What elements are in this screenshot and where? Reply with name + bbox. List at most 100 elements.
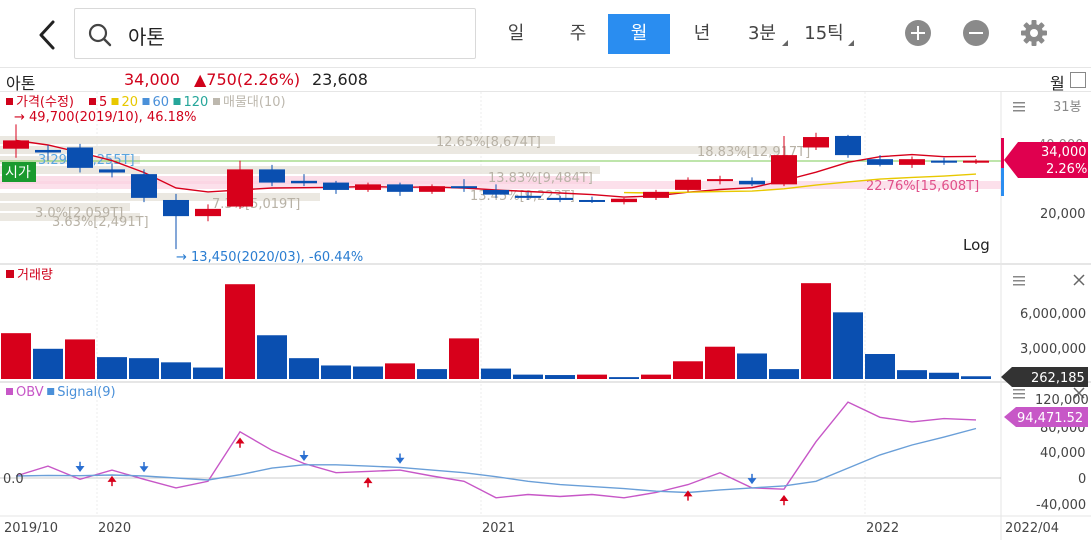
obv-axis-label: 40,000 [1040, 446, 1086, 461]
stock-name-text: 아톤 [128, 25, 165, 49]
top-toolbar: 아톤 일 주 월 년 3분 15틱 [0, 0, 1091, 68]
candle-body [419, 186, 445, 192]
volume-bar [193, 367, 223, 379]
price-panel-menu-icon[interactable] [1013, 102, 1025, 112]
volume-profile-label: 22.76%[15,608T] [866, 179, 979, 194]
volume-bar [513, 374, 543, 379]
current-price-tag [1004, 142, 1088, 178]
log-scale-label[interactable]: Log [963, 236, 990, 254]
volume-bar [161, 362, 191, 379]
candle-body [515, 195, 541, 198]
volume-profile-bar [0, 213, 140, 221]
sell-signal-arrow-icon [747, 473, 757, 485]
volume-bar [801, 283, 831, 379]
sell-signal-arrow-icon [299, 450, 309, 462]
volume-bar [321, 365, 351, 379]
obv-line [15, 401, 977, 499]
signal-line [15, 427, 977, 494]
buy-signal-arrow-icon [363, 477, 373, 488]
candle-count-label: 31봉 [1053, 100, 1082, 115]
chart-mode-toggle[interactable] [1070, 72, 1086, 88]
candle-body [387, 184, 413, 192]
obv-panel-menu-icon[interactable] [1013, 389, 1025, 399]
candle-body [771, 155, 797, 185]
obv-signal-markers [75, 437, 789, 506]
chart-canvas[interactable]: 12.65%[8,674T] 18.83%[12,917T] 3.29%[2,2… [0, 92, 1091, 540]
legend-label: 가격(수정) [16, 95, 74, 110]
candle-body [99, 169, 125, 173]
legend-swatch [47, 388, 55, 395]
zoom-out-icon[interactable] [963, 20, 989, 46]
legend-label: OBV [16, 385, 44, 400]
period-day-button[interactable]: 일 [507, 23, 525, 44]
candle-body [707, 179, 733, 182]
candle-body [867, 159, 893, 165]
volume-bar [65, 339, 95, 379]
legend-label: Signal(9) [57, 385, 115, 400]
candle-body [675, 179, 701, 190]
candle-body [739, 180, 765, 185]
back-arrow-icon[interactable] [28, 14, 68, 54]
volume-bar [225, 284, 255, 379]
volume-bar [961, 376, 991, 379]
legend-label: 120 [184, 95, 209, 110]
volume-bar [577, 374, 607, 379]
volume-profile-bar [0, 146, 780, 154]
candle-body [131, 174, 157, 198]
period-month-button[interactable]: 월 [608, 14, 670, 54]
search-icon [88, 23, 112, 47]
candle-body [963, 160, 989, 163]
sell-signal-arrow-icon [75, 461, 85, 472]
candle-body [547, 197, 573, 200]
y-axis-label: 20,000 [1040, 207, 1086, 222]
legend-swatch [142, 98, 150, 105]
period-tick-dropdown[interactable]: 15틱 [800, 14, 854, 54]
volume-profile-bar [0, 193, 320, 201]
x-axis-label: 2021 [482, 521, 515, 536]
volume-bar [673, 361, 703, 379]
volume-profile-label: 12.65%[8,674T] [436, 135, 541, 150]
period-year-button[interactable]: 년 [693, 23, 711, 44]
info-stock-name: 아톤 [6, 74, 36, 93]
volume-profile-bar [0, 166, 600, 174]
volume-profile-bar [0, 181, 1001, 189]
candle-body [483, 189, 509, 195]
stock-search-input[interactable]: 아톤 [74, 8, 476, 59]
candle-body [835, 135, 861, 156]
ma20-line [623, 173, 977, 194]
volume-bar [481, 368, 511, 379]
buy-signal-arrow-icon [235, 437, 245, 448]
volume-profile-bar [0, 136, 555, 144]
x-axis-label: 2019/10 [4, 521, 58, 536]
volume-bar [129, 358, 159, 379]
legend-swatch [213, 98, 220, 105]
obv-axis-label: -40,000 [1036, 498, 1086, 513]
volume-panel-close-icon[interactable] [1073, 274, 1085, 286]
zoom-in-icon[interactable] [905, 20, 931, 46]
current-price: 34,000 [124, 70, 180, 89]
period-minute-dropdown[interactable]: 3분 [742, 14, 788, 54]
volume-bar [609, 377, 639, 379]
volume-bar [449, 338, 479, 379]
obv-current-tag [1004, 407, 1088, 427]
volume-panel-menu-icon[interactable] [1013, 276, 1025, 286]
current-price-tag-value: 34,000 [1041, 145, 1087, 160]
x-axis-label: 2022 [866, 521, 899, 536]
price-legend: 가격(수정) 5 20 60 120 매물대(10) [6, 95, 286, 110]
open-price-tag [2, 162, 36, 182]
obv-axis-label: 0 [1078, 472, 1086, 487]
volume-current-tag [1001, 367, 1088, 387]
volume-bar [353, 366, 383, 379]
x-axis-label: 2022/04 [1005, 521, 1059, 536]
x-axis-label: 2020 [98, 521, 131, 536]
obv-panel-close-icon[interactable] [1073, 387, 1085, 399]
volume-axis-label: 6,000,000 [1020, 307, 1086, 322]
candle-body [323, 182, 349, 190]
volume-bar [97, 357, 127, 379]
candlesticks [3, 124, 989, 250]
obv-current-value: 94,471.52 [1017, 411, 1083, 426]
gear-icon[interactable] [1019, 18, 1049, 48]
trade-volume: 23,608 [312, 70, 368, 89]
buy-signal-arrow-icon [107, 475, 117, 487]
period-week-button[interactable]: 주 [569, 23, 587, 44]
